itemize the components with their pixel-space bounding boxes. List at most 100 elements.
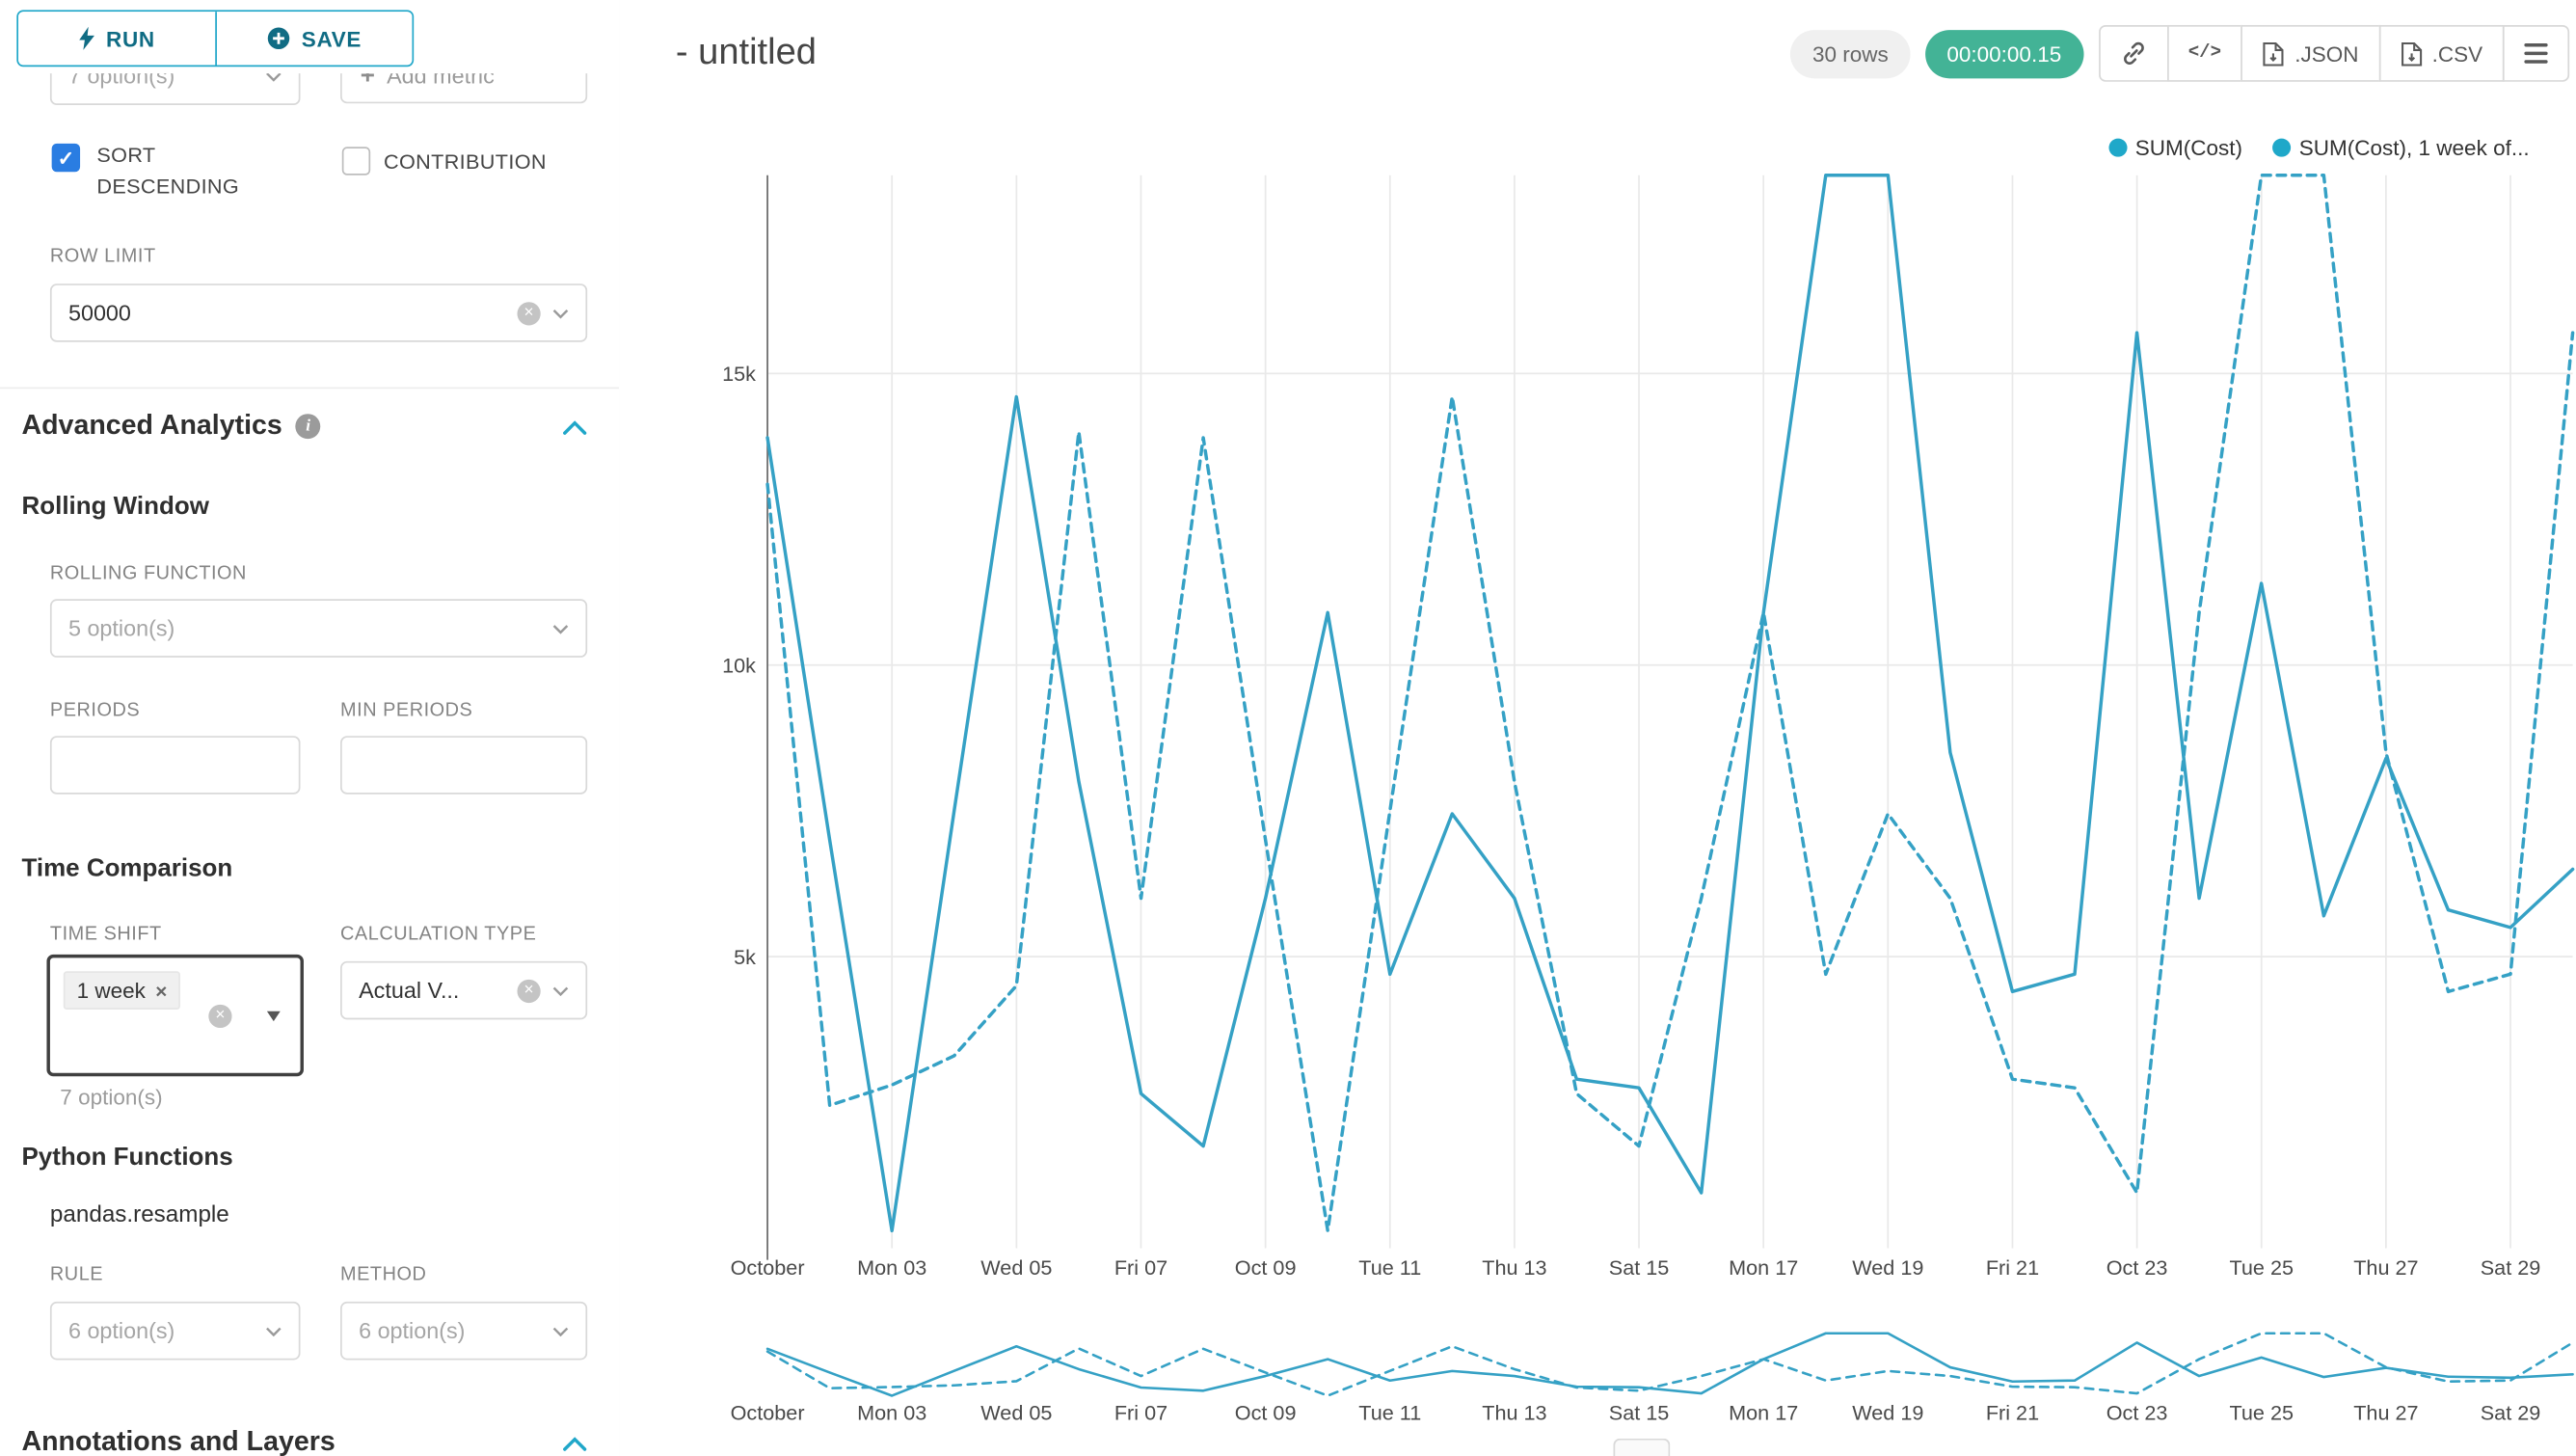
svg-text:October: October <box>731 1255 805 1280</box>
rolling-window-title: Rolling Window <box>21 492 209 521</box>
svg-text:Tue 25: Tue 25 <box>2229 1401 2294 1425</box>
run-button[interactable]: RUN <box>18 12 217 66</box>
time-shift-hint: 7 option(s) <box>60 1084 163 1110</box>
svg-text:Sat 15: Sat 15 <box>1609 1401 1670 1425</box>
svg-text:Sat 15: Sat 15 <box>1609 1255 1670 1280</box>
row-limit-value: 50000 <box>67 300 131 326</box>
export-json-label: .JSON <box>2294 40 2359 67</box>
svg-text:5k: 5k <box>734 945 756 969</box>
min-periods-label: MIN PERIODS <box>340 700 473 721</box>
info-icon: i <box>295 414 321 440</box>
clear-icon[interactable]: × <box>517 978 541 1003</box>
rolling-function-select[interactable]: 5 option(s) <box>49 599 588 658</box>
collapse-chevron-up-icon[interactable] <box>562 1437 587 1452</box>
svg-text:October: October <box>731 1401 805 1425</box>
svg-text:Fri 21: Fri 21 <box>1986 1401 2039 1425</box>
time-shift-select[interactable]: 1 week × × <box>46 954 304 1077</box>
chevron-down-icon <box>552 1326 569 1336</box>
chevron-down-icon <box>552 985 569 996</box>
method-select[interactable]: 6 option(s) <box>340 1301 588 1361</box>
svg-text:10k: 10k <box>722 654 756 678</box>
row-count-badge: 30 rows <box>1790 29 1911 78</box>
calculation-type-value: Actual V... <box>359 978 460 1004</box>
svg-text:Tue 11: Tue 11 <box>1358 1401 1421 1425</box>
legend-label: SUM(Cost) <box>2134 135 2242 161</box>
svg-text:Wed 05: Wed 05 <box>980 1401 1052 1425</box>
caret-down-icon <box>266 1011 281 1022</box>
advanced-analytics-title: Advanced Analytics <box>21 410 282 441</box>
contribution-checkbox[interactable] <box>341 147 371 175</box>
svg-text:Oct 23: Oct 23 <box>2106 1401 2168 1425</box>
legend-item-sum-cost[interactable]: SUM(Cost) <box>2108 135 2242 160</box>
calculation-type-select[interactable]: Actual V... × <box>340 960 588 1020</box>
clear-icon[interactable]: × <box>208 1004 232 1029</box>
rule-label: RULE <box>49 1264 104 1285</box>
link-icon <box>2123 41 2144 65</box>
method-value: 6 option(s) <box>359 1318 466 1344</box>
advanced-analytics-header: Advanced Analytics i <box>21 410 321 443</box>
pandas-resample-label: pandas.resample <box>49 1200 229 1227</box>
time-comparison-title: Time Comparison <box>21 854 233 883</box>
svg-text:Oct 09: Oct 09 <box>1235 1255 1297 1280</box>
export-csv-label: .CSV <box>2431 40 2483 67</box>
clear-icon[interactable]: × <box>517 301 541 325</box>
query-actions-bar: RUN SAVE <box>0 0 620 74</box>
copy-link-button[interactable] <box>2098 24 2168 82</box>
svg-text:Oct 09: Oct 09 <box>1235 1401 1297 1425</box>
plus-circle-icon <box>267 27 289 50</box>
periods-input[interactable] <box>49 736 301 795</box>
svg-text:Wed 19: Wed 19 <box>1852 1255 1923 1280</box>
time-shift-tag-label: 1 week <box>76 978 146 1004</box>
svg-text:Mon 03: Mon 03 <box>857 1255 926 1280</box>
run-button-label: RUN <box>106 25 155 51</box>
legend-label: SUM(Cost), 1 week of... <box>2298 135 2530 161</box>
time-shift-label: TIME SHIFT <box>49 924 162 945</box>
save-button[interactable]: SAVE <box>216 12 413 66</box>
legend-dot-icon <box>2272 138 2292 157</box>
svg-text:Thu 27: Thu 27 <box>2353 1401 2418 1425</box>
svg-text:Sat 29: Sat 29 <box>2481 1401 2541 1425</box>
svg-text:Tue 25: Tue 25 <box>2229 1255 2294 1280</box>
code-icon: </> <box>2187 42 2222 64</box>
calculation-type-label: CALCULATION TYPE <box>340 924 537 945</box>
download-file-icon <box>2401 41 2422 66</box>
svg-text:Sat 29: Sat 29 <box>2481 1255 2541 1280</box>
control-panel: 7 option(s) + Add metric RUN SAVE ✓ <box>0 0 621 1456</box>
svg-text:Thu 27: Thu 27 <box>2353 1255 2418 1280</box>
legend-item-sum-cost-offset[interactable]: SUM(Cost), 1 week of... <box>2272 135 2530 161</box>
rolling-function-value: 5 option(s) <box>67 615 175 641</box>
embed-code-button[interactable]: </> <box>2166 24 2243 82</box>
export-csv-button[interactable]: .CSV <box>2378 24 2505 82</box>
main-chart-canvas[interactable]: 5k 10k 15k October Mon 03 Wed 05 Fri 07 Oct 09 T… <box>634 133 2576 1301</box>
sort-descending-checkbox[interactable]: ✓ <box>51 143 81 173</box>
python-functions-title: Python Functions <box>21 1143 233 1172</box>
method-label: METHOD <box>340 1264 427 1285</box>
chart-title: - untitled <box>675 30 817 72</box>
svg-text:Fri 07: Fri 07 <box>1114 1401 1167 1425</box>
mini-chart-canvas[interactable]: October Mon 03 Wed 05 Fri 07 Oct 09 Tue 11 Thu… <box>634 1323 2576 1456</box>
svg-text:Mon 17: Mon 17 <box>1729 1401 1798 1425</box>
export-button-group: </> .JSON .CSV <box>2098 24 2570 82</box>
periods-label: PERIODS <box>49 700 141 721</box>
remove-tag-icon[interactable]: × <box>155 978 168 1003</box>
export-json-button[interactable]: .JSON <box>2241 24 2380 82</box>
rule-value: 6 option(s) <box>67 1318 175 1344</box>
row-limit-select[interactable]: 50000 × <box>49 283 588 342</box>
svg-text:Wed 19: Wed 19 <box>1852 1401 1923 1425</box>
check-icon: ✓ <box>57 146 75 170</box>
annotations-header: Annotations and Layers <box>21 1427 335 1456</box>
collapse-chevron-up-icon[interactable] <box>562 420 587 436</box>
row-limit-label: ROW LIMIT <box>49 247 156 267</box>
chart-legend: SUM(Cost) SUM(Cost), 1 week of... <box>2108 135 2530 160</box>
chart-panel: - untitled 30 rows 00:00:00.15 </> <box>619 0 2576 1456</box>
chart-menu-button[interactable] <box>2502 24 2570 82</box>
rolling-function-label: ROLLING FUNCTION <box>49 563 247 584</box>
panel-resize-handle[interactable] <box>1613 1438 1671 1456</box>
rule-select[interactable]: 6 option(s) <box>49 1301 301 1361</box>
min-periods-input[interactable] <box>340 736 588 795</box>
run-save-group: RUN SAVE <box>16 10 415 67</box>
legend-dot-icon <box>2108 138 2128 157</box>
svg-text:Tue 11: Tue 11 <box>1358 1255 1421 1280</box>
chevron-down-icon <box>552 624 569 634</box>
